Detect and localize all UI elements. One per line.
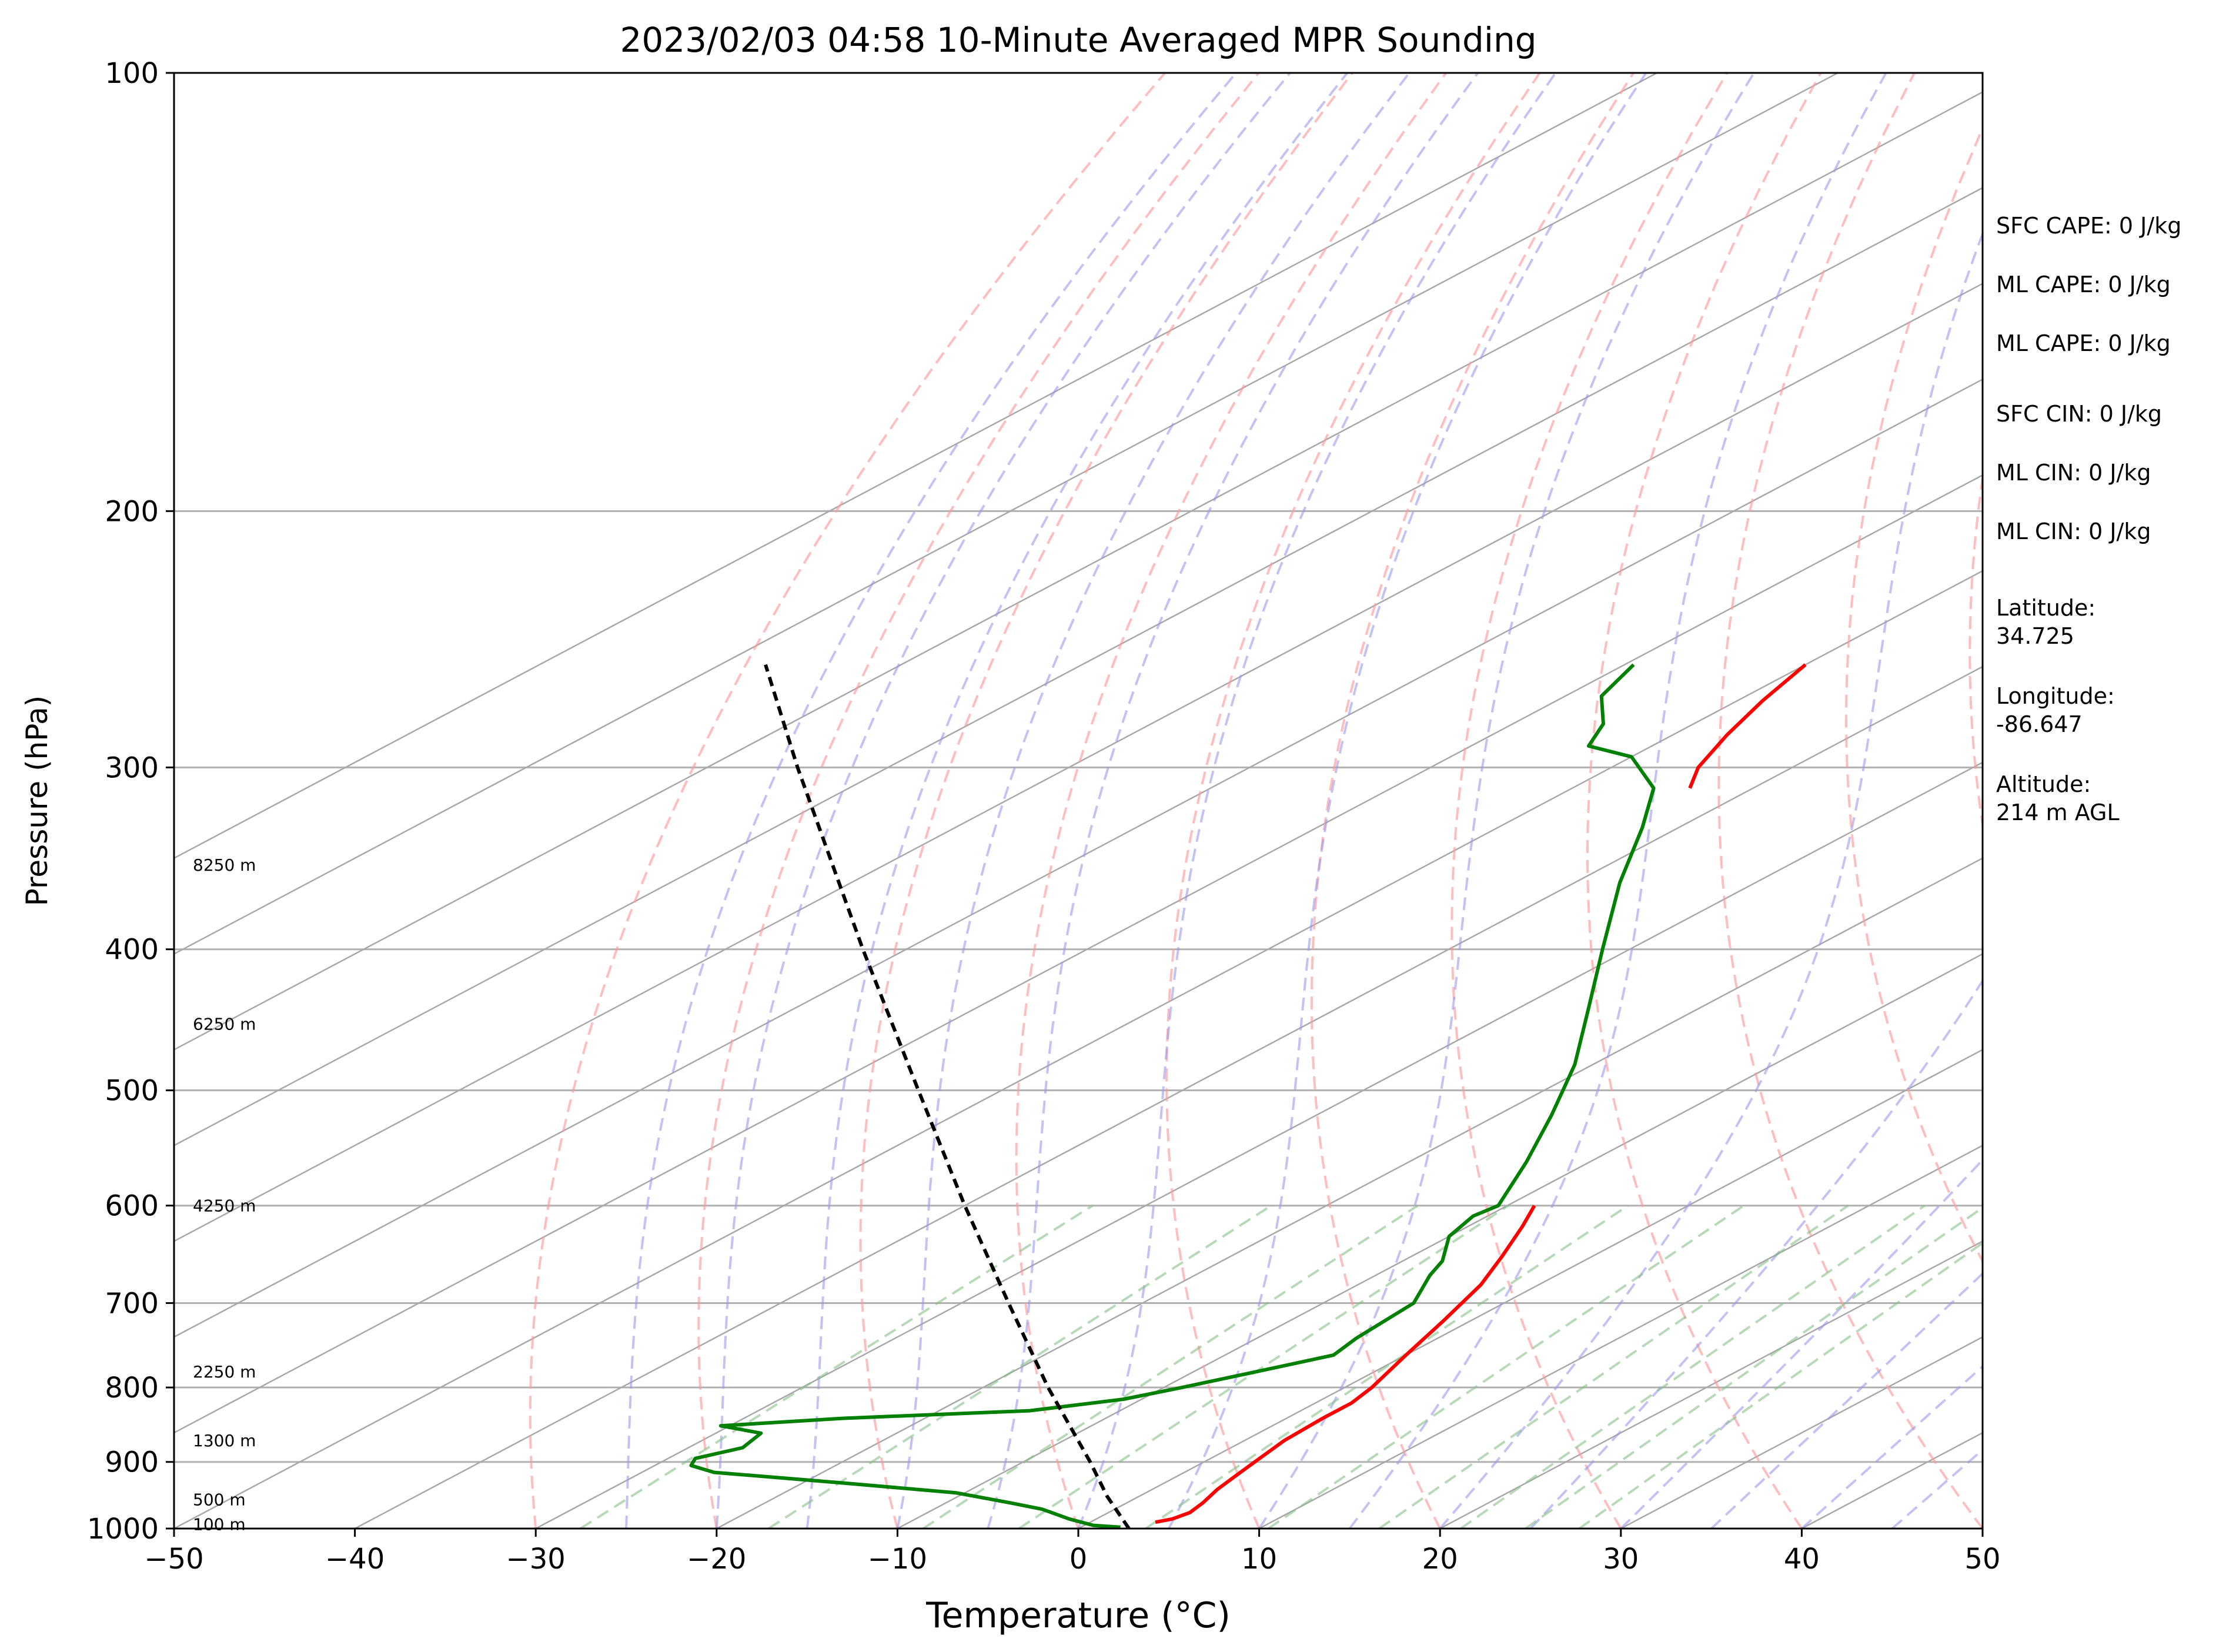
annotation-text: Longitude: -86.647 (1996, 683, 2115, 737)
plot-frame (173, 72, 1984, 1530)
dry-adiabat-line (1717, 73, 1983, 1529)
dry-adiabat-line (529, 73, 1166, 1529)
moist-adiabat-line (1077, 73, 1557, 1529)
moist-adiabat-line (896, 73, 1411, 1529)
moist-adiabat-line (1620, 1158, 1983, 1529)
mixing-ratio-line (1145, 1205, 1629, 1529)
moist-adiabat-line (1529, 978, 1983, 1529)
axes: −50 −40 −30 −20 −10 0 10 20 30 40 50 100 200 300 400 50… (87, 57, 2001, 1576)
annotation-text: Latitude: 34.725 (1996, 595, 2096, 649)
height-label: 2250 m (193, 1362, 256, 1382)
height-label: 4250 m (193, 1196, 256, 1216)
chart-title: 2023/02/03 04:58 10-Minute Averaged MPR … (620, 20, 1536, 60)
isotherm-line (1078, 1049, 1983, 1529)
isotherm-line (174, 378, 1983, 1338)
dry-adiabat-line (1165, 73, 1541, 1529)
height-label: 1300 m (193, 1431, 256, 1450)
x-tick-label: −10 (868, 1543, 927, 1576)
isotherm-line (535, 761, 1983, 1529)
isotherm-line (174, 91, 1983, 1051)
dry-adiabat-line (1586, 73, 1822, 1529)
y-tick-label: 200 (105, 495, 159, 528)
height-label: 500 m (193, 1490, 246, 1509)
y-tick-label: 900 (105, 1446, 159, 1479)
moist-adiabat-line (987, 73, 1479, 1529)
dry-adiabat-line (1015, 73, 1448, 1529)
annotation-text: Altitude: 214 m AGL (1996, 771, 2120, 825)
x-tick-label: −30 (506, 1543, 566, 1576)
y-tick-label: 500 (105, 1075, 159, 1108)
isotherm-line (355, 666, 1983, 1529)
dewpoint-line (689, 663, 1656, 1529)
mixing-ratio-line (1018, 1205, 1509, 1529)
annotation-text: ML CAPE: 0 J/kg (1996, 330, 2171, 356)
x-tick-label: −40 (325, 1543, 385, 1576)
dry-adiabat-line (1450, 73, 1729, 1529)
background-lines (174, 73, 2226, 1529)
annotation-text: ML CAPE: 0 J/kg (1996, 272, 2171, 297)
isotherm-line (716, 857, 1983, 1529)
y-tick-label: 600 (105, 1190, 159, 1223)
isotherm-line (174, 73, 1839, 955)
annotation-text: ML CIN: 0 J/kg (1996, 460, 2151, 486)
moist-adiabat-line (1439, 230, 1983, 1529)
y-tick-label: 400 (105, 934, 159, 967)
annotation-text: ML CIN: 0 J/kg (1996, 519, 2151, 544)
mixing-ratio-line (580, 1205, 1094, 1529)
isotherm-line (1259, 1145, 1983, 1529)
annotation-text: SFC CIN: 0 J/kg (1996, 401, 2163, 427)
moist-adiabat-line (1168, 73, 1647, 1529)
height-label: 100 m (193, 1514, 246, 1534)
y-tick-label: 100 (105, 57, 159, 90)
dry-adiabat-line (1310, 73, 1635, 1529)
moist-adiabat-line (805, 73, 1349, 1529)
isotherm-line (174, 474, 1983, 1434)
dry-adiabat-line (859, 73, 1353, 1529)
x-axis-label: Temperature (°C) (925, 1595, 1231, 1636)
dry-adiabat-line (1844, 125, 1983, 1264)
temperature-line (1155, 1205, 1536, 1524)
x-tick-label: −50 (144, 1543, 203, 1576)
x-tick-label: 0 (1069, 1543, 1088, 1576)
isotherm-line (174, 282, 1983, 1242)
y-axis-label: Pressure (hPa) (20, 695, 54, 907)
height-label: 8250 m (193, 855, 256, 875)
x-tick-label: 40 (1784, 1543, 1820, 1576)
moist-adiabat-line (625, 73, 1237, 1529)
moist-adiabat-line (715, 73, 1291, 1529)
mixing-ratio-line (1460, 1205, 1926, 1529)
annotation-text: SFC CAPE: 0 J/kg (1996, 213, 2182, 239)
temperature_upper-line (1688, 663, 1807, 789)
mixing-ratio-line (1525, 1206, 1983, 1529)
isotherm-line (897, 953, 1983, 1529)
isotherm-line (174, 187, 1983, 1146)
y-tick-label: 1000 (87, 1513, 159, 1546)
height-labels: 8250 m 6250 m 4250 m 2250 m 1300 m 500 m 100 m (193, 855, 256, 1534)
x-tick-label: 50 (1964, 1543, 2000, 1576)
x-tick-label: −20 (687, 1543, 746, 1576)
x-tick-label: 10 (1241, 1543, 1277, 1576)
isotherm-line (174, 570, 1983, 1529)
height-label: 6250 m (193, 1014, 256, 1034)
x-tick-label: 30 (1603, 1543, 1639, 1576)
moist-adiabat-line (1258, 73, 1755, 1529)
y-tick-label: 800 (105, 1372, 159, 1404)
x-tick-label: 20 (1422, 1543, 1458, 1576)
isotherm-line (1439, 1240, 1983, 1529)
profile-lines (689, 663, 1807, 1529)
dry-adiabat-line (2207, 73, 2226, 1529)
isotherm-line (174, 73, 1657, 860)
parcel-line (764, 664, 1131, 1529)
dry-adiabat-line (697, 73, 1260, 1529)
moist-adiabat-line (1348, 73, 1887, 1529)
mixing-ratio-line (1578, 1242, 1983, 1529)
y-tick-label: 300 (105, 751, 159, 784)
mixing-ratio-line (768, 1205, 1272, 1529)
mixing-ratio-line (1268, 1205, 1745, 1529)
y-tick-label: 700 (105, 1287, 159, 1320)
mixing-ratio-line (922, 1205, 1419, 1529)
moist-adiabat-line (1710, 1272, 1983, 1529)
mixing-ratio-line (1378, 1205, 1849, 1529)
